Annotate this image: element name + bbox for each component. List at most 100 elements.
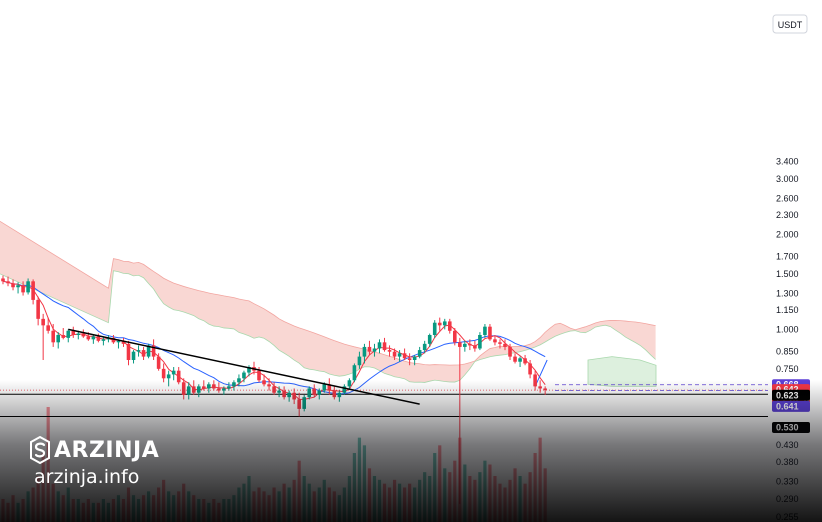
price-tick-label: 2.000 <box>776 229 799 239</box>
volume-bar <box>448 472 452 522</box>
volume-bar <box>36 476 40 522</box>
price-badge-label: 0.530 <box>776 422 799 432</box>
candle-body <box>21 285 25 293</box>
volume-bar <box>397 483 402 522</box>
volume-bar <box>146 491 151 522</box>
volume-bar <box>533 453 537 522</box>
candle-body <box>121 340 126 344</box>
volume-bar <box>493 476 497 522</box>
volume-bar <box>377 479 382 522</box>
volume-bar <box>121 499 126 522</box>
volume-bar <box>182 483 186 522</box>
price-tick-label: 1.150 <box>776 305 799 315</box>
volume-bar <box>212 499 216 522</box>
candle-body <box>111 337 116 343</box>
candle-body <box>407 358 412 360</box>
candle-body <box>207 384 211 389</box>
volume-bar <box>518 476 522 522</box>
volume-bar <box>76 499 80 522</box>
candle-body <box>131 351 136 360</box>
volume-bar <box>61 495 65 522</box>
candle-body <box>146 345 151 357</box>
volume-bar <box>438 445 442 522</box>
volume-bar <box>252 491 256 522</box>
candle-body <box>101 339 106 341</box>
volume-bar <box>51 483 55 522</box>
candle-body <box>453 330 457 343</box>
candle-body <box>242 372 246 379</box>
ichimoku-cloud <box>0 220 657 387</box>
volume-bar <box>523 483 527 522</box>
candle-body <box>437 322 442 326</box>
volume-bar <box>488 464 492 522</box>
candle-body <box>533 374 537 387</box>
candle-body <box>277 390 281 393</box>
candle-body <box>186 386 191 395</box>
candle-body <box>161 368 166 379</box>
candle-body <box>222 388 226 391</box>
candle-body <box>96 336 101 341</box>
volume-bar <box>513 468 517 522</box>
candle-body <box>31 281 35 300</box>
volume-bar <box>232 495 236 522</box>
volume-bar <box>478 472 482 522</box>
volume-bar <box>387 487 392 522</box>
volume-bar <box>167 491 171 522</box>
volume-bar <box>332 491 336 522</box>
volume-bar <box>413 487 417 522</box>
candle-body <box>141 350 146 357</box>
volume-bar <box>257 487 261 522</box>
candle-body <box>26 281 30 293</box>
candle-body <box>86 336 91 340</box>
volume-bar <box>11 495 15 522</box>
volume-bar <box>162 479 166 522</box>
volume-bar <box>267 495 271 522</box>
volume-bar <box>307 483 311 522</box>
currency-badge[interactable] <box>772 14 808 34</box>
volume-bar <box>408 483 412 522</box>
candle-body <box>432 322 437 335</box>
candle-body <box>427 334 432 344</box>
volume-bar <box>262 491 266 522</box>
candle-body <box>503 343 507 347</box>
candle-body <box>312 388 317 395</box>
volume-bar <box>297 460 301 522</box>
candle-body <box>508 346 512 357</box>
volume-bar <box>242 483 246 522</box>
candle-body <box>412 356 417 360</box>
volume-bar <box>538 437 542 522</box>
candle-body <box>402 353 407 359</box>
candle-body <box>191 386 196 393</box>
price-tick-label: 1.000 <box>776 324 799 334</box>
volume-bar <box>292 479 296 522</box>
candle-body <box>488 326 492 340</box>
candle-body <box>136 350 141 352</box>
candle-body <box>538 386 542 389</box>
volume-bar <box>16 502 20 522</box>
volume-bar <box>443 468 447 522</box>
candle-body <box>81 333 86 337</box>
candle-body <box>176 370 181 383</box>
volume-bar <box>46 407 50 522</box>
candle-body <box>41 318 45 326</box>
candle-body <box>513 356 517 362</box>
volume-bar <box>528 472 532 522</box>
candle-body <box>11 283 15 288</box>
candle-body <box>217 388 221 391</box>
candle-body <box>392 351 397 357</box>
volume-bar <box>352 453 356 522</box>
candle-body <box>468 343 472 346</box>
candle-body <box>51 330 55 343</box>
candle-body <box>126 343 131 360</box>
volume-bar <box>1 499 5 522</box>
volume-bar <box>468 476 472 522</box>
volume-bar <box>302 476 306 522</box>
volume-bar <box>71 499 75 522</box>
candle-body <box>171 370 176 375</box>
candle-body <box>447 321 452 331</box>
price-tick-label: 0.255 <box>776 512 799 522</box>
candle-body <box>367 346 372 352</box>
candle-body <box>116 340 121 343</box>
